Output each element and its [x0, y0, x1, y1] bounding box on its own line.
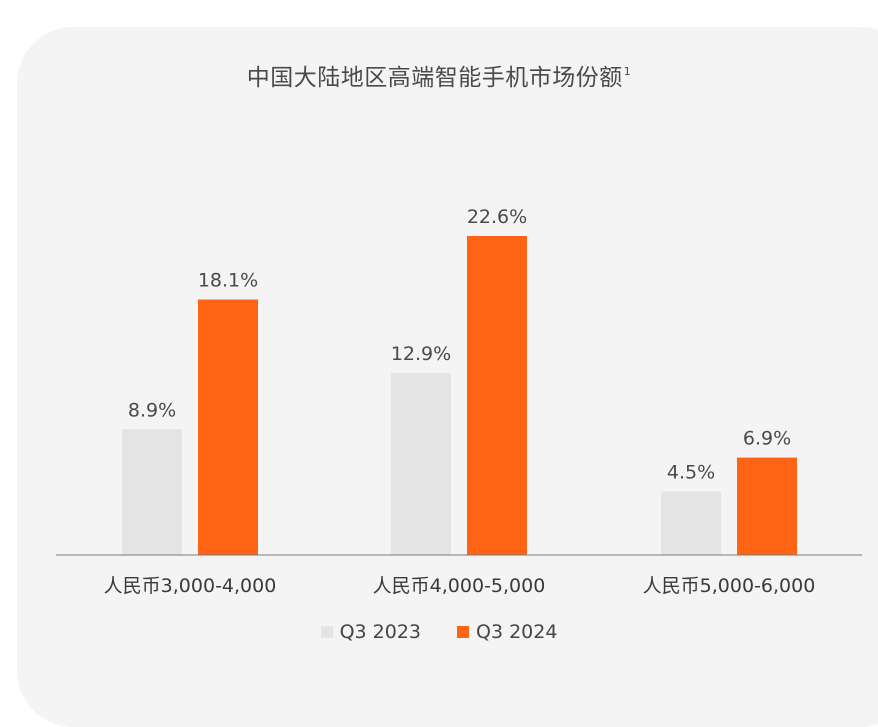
data-label-q3-2023-3: 4.5% [667, 461, 715, 483]
data-label-q3-2024-3: 6.9% [743, 428, 791, 450]
legend-label-q3-2024: Q3 2024 [476, 621, 558, 643]
legend-label-q3-2023: Q3 2023 [339, 621, 421, 643]
data-label-q3-2023-1: 8.9% [128, 399, 176, 421]
legend-item-q3-2023: Q3 2023 [320, 621, 421, 643]
category-label-3: 人民币5,000-6,000 [643, 575, 816, 597]
bar-q3-2024-1 [198, 299, 258, 555]
chart-title: 中国大陆地区高端智能手机市场份额1 [0, 58, 878, 92]
data-label-q3-2024-1: 18.1% [198, 270, 258, 292]
data-label-q3-2023-2: 12.9% [391, 343, 451, 365]
bars-layer [122, 236, 797, 555]
legend-swatch-q3-2024 [457, 626, 469, 638]
chart-title-text: 中国大陆地区高端智能手机市场份额 [246, 65, 623, 91]
legend-swatch-q3-2023 [320, 626, 333, 638]
bar-q3-2023-2 [391, 372, 451, 555]
bar-chart: 8.9% 18.1% 12.9% 22.6% 4.5% 6.9% 人民币3,000-4,0… [56, 206, 862, 597]
title-footnote-marker: 1 [623, 65, 632, 78]
data-labels-layer: 8.9% 18.1% 12.9% 22.6% 4.5% 6.9% [128, 206, 791, 483]
bar-q3-2023-1 [122, 429, 182, 555]
category-labels-layer: 人民币3,000-4,000 人民币4,000-5,000 人民币5,000-6,0… [104, 575, 816, 597]
legend: Q3 2023 Q3 2024 [0, 621, 878, 643]
bar-q3-2024-3 [737, 457, 797, 555]
category-label-1: 人民币3,000-4,000 [104, 575, 277, 597]
data-label-q3-2024-2: 22.6% [467, 206, 527, 228]
bar-q3-2024-2 [467, 236, 527, 555]
category-label-2: 人民币4,000-5,000 [373, 575, 546, 597]
legend-item-q3-2024: Q3 2024 [457, 621, 557, 643]
bar-q3-2023-3 [661, 491, 721, 555]
